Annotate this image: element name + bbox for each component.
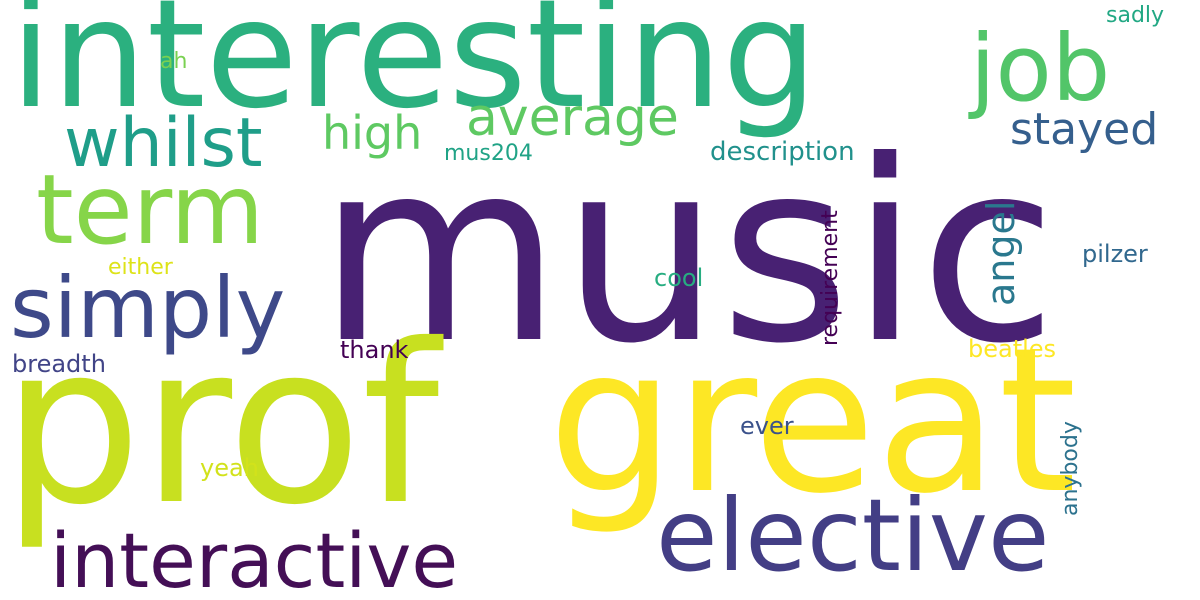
- word-whilst: whilst: [64, 104, 263, 183]
- word-interesting: interesting: [10, 0, 818, 142]
- word-ah: ah: [160, 49, 188, 74]
- word-stayed: stayed: [1010, 104, 1159, 155]
- word-thank: thank: [340, 336, 409, 364]
- word-beatles: beatles: [968, 335, 1057, 363]
- word-simply: simply: [10, 259, 286, 357]
- word-mus204: mus204: [444, 141, 533, 166]
- word-ever: ever: [740, 412, 794, 440]
- word-great: great: [548, 305, 1077, 538]
- word-prof: prof: [2, 297, 440, 553]
- word-cool: cool: [654, 264, 704, 292]
- word-sadly: sadly: [1106, 3, 1165, 28]
- word-description: description: [710, 137, 855, 167]
- word-music: music: [318, 107, 1058, 398]
- word-high: high: [322, 106, 423, 160]
- word-pilzer: pilzer: [1082, 240, 1148, 268]
- word-requirement: requirement: [818, 210, 843, 346]
- word-job: job: [970, 15, 1111, 122]
- word-breadth: breadth: [12, 350, 106, 378]
- word-yeah: yeah: [200, 454, 259, 482]
- word-elective: elective: [656, 477, 1050, 594]
- word-angel: angel: [979, 200, 1023, 306]
- word-average: average: [466, 88, 679, 148]
- word-term: term: [36, 154, 264, 266]
- word-anybody: anybody: [1058, 421, 1083, 516]
- word-either: either: [108, 255, 173, 280]
- word-interactive: interactive: [50, 516, 459, 600]
